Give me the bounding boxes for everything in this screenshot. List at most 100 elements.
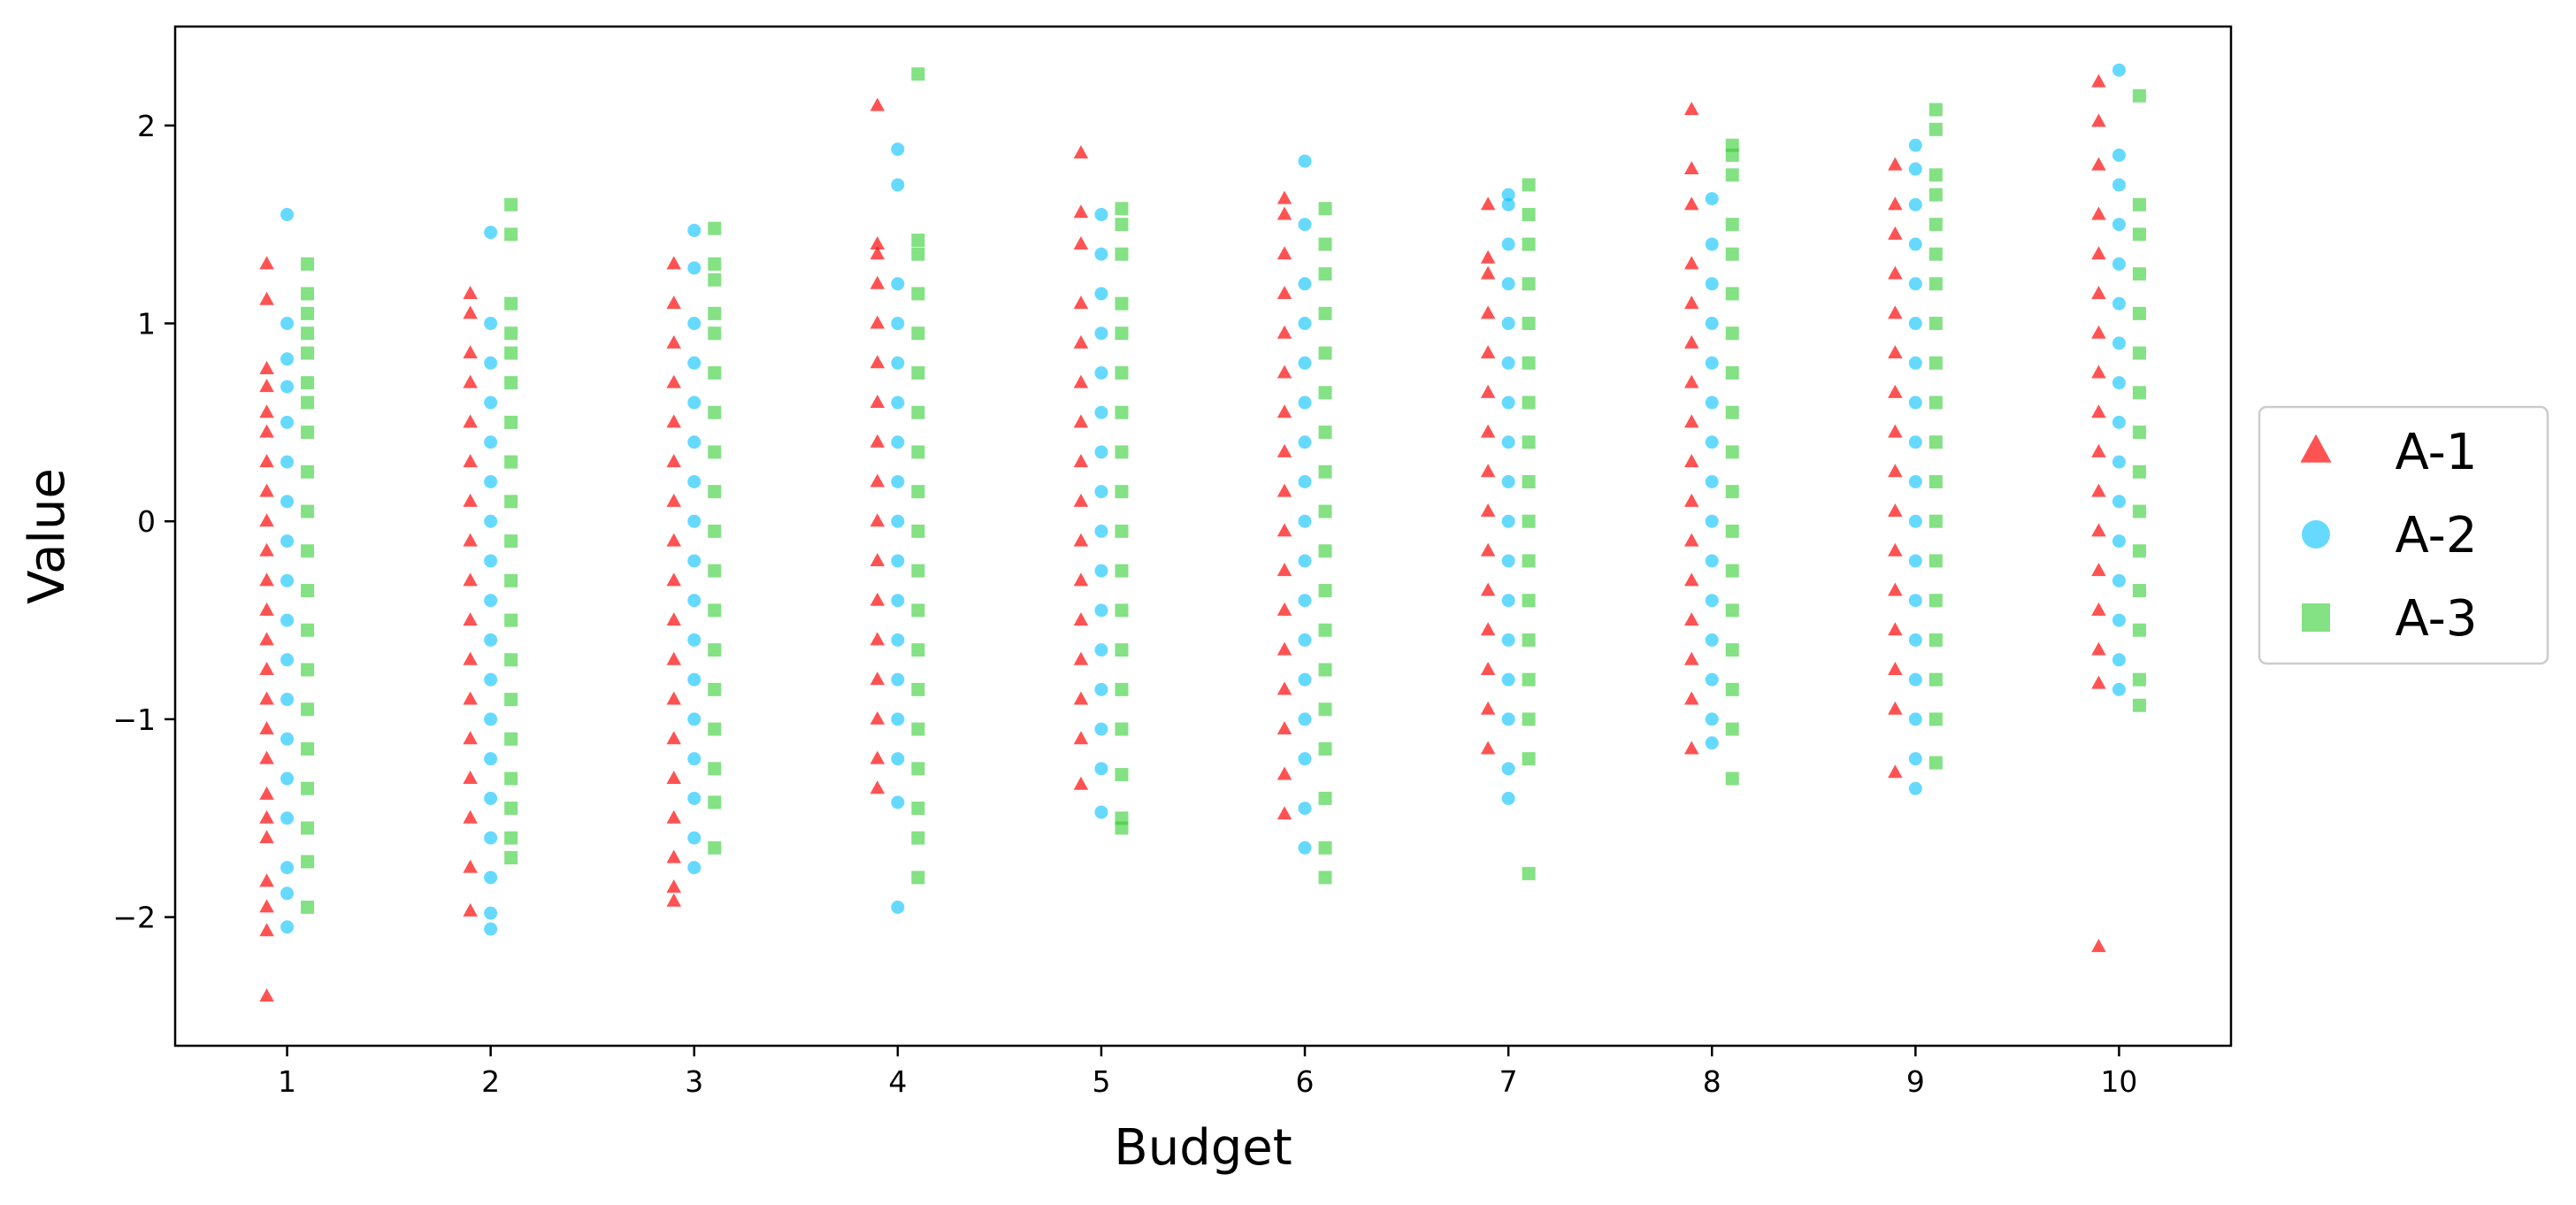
data-point [259,923,274,937]
data-point [1480,542,1496,556]
data-point [1928,356,1943,370]
data-point [891,356,905,370]
data-point [870,710,886,725]
data-point [484,831,498,845]
data-point [1705,192,1719,206]
data-point [1725,771,1739,786]
data-point [1298,277,1312,291]
data-point [1094,524,1108,538]
data-point [1683,572,1699,587]
data-point [1276,285,1292,299]
data-point [1725,247,1739,261]
data-point [1908,752,1922,766]
data-point [484,554,498,568]
x-tick-label: 4 [888,1064,907,1099]
data-point [504,376,518,390]
data-point [484,672,498,687]
data-point [1928,103,1943,117]
data-point [870,473,886,487]
data-point [708,306,722,320]
data-point [1318,386,1332,400]
data-point [891,672,905,687]
data-point [1908,138,1922,152]
data-point [1501,672,1515,687]
data-point [1318,202,1332,216]
data-point [708,840,722,855]
data-point [280,920,295,934]
data-point [911,524,925,538]
data-point [1276,563,1292,577]
data-point [1888,424,1903,438]
data-point [1115,202,1129,216]
data-point [280,352,295,366]
data-point [504,495,518,509]
data-point [301,376,315,390]
data-point [301,395,315,410]
x-tick-label: 7 [1499,1064,1518,1099]
data-point [1501,188,1515,202]
data-point [1073,612,1089,626]
data-point [1094,365,1108,380]
data-point [2112,148,2126,162]
data-point [708,682,722,696]
data-point [911,234,925,248]
data-point [1705,633,1719,647]
data-point [280,861,295,875]
data-point [280,613,295,627]
data-point [2132,346,2146,360]
data-point [301,623,315,637]
data-point [1725,445,1739,459]
data-point [1501,791,1515,805]
data-point [666,493,681,507]
data-point [259,786,274,800]
data-point [2091,483,2106,497]
data-point [911,405,925,419]
data-point [1073,691,1089,705]
data-point [1888,305,1903,319]
data-point [911,643,925,657]
data-point [687,633,702,647]
data-point [1888,226,1903,240]
data-point [463,771,478,785]
legend-label: A-2 [2396,507,2478,564]
data-point [1073,572,1089,587]
data-point [1480,582,1496,596]
data-point [2091,675,2106,689]
data-point [1318,426,1332,440]
data-point [1318,306,1332,320]
data-point [1480,265,1496,280]
data-point [1115,247,1129,261]
data-point [1115,524,1129,538]
data-point [1928,218,1943,232]
data-point [1073,776,1089,790]
data-point [911,67,925,81]
data-point [1705,395,1719,410]
data-point [463,810,478,824]
data-point [911,326,925,341]
data-point [687,317,702,331]
data-point [1725,405,1739,419]
data-point [259,424,274,438]
data-point [1480,424,1496,438]
data-point [1683,741,1699,755]
data-point [1073,204,1089,219]
data-point [1318,840,1332,855]
data-point [708,722,722,736]
data-point [2112,613,2126,627]
data-point [1318,464,1332,479]
data-point [1276,404,1292,418]
data-point [891,712,905,726]
data-point [891,514,905,528]
x-tick-label: 5 [1092,1064,1110,1099]
data-point [1298,712,1312,726]
data-point [1115,811,1129,825]
data-point [484,514,498,528]
data-point [1725,564,1739,578]
data-point [1115,485,1129,499]
legend-label: A-3 [2396,590,2478,648]
data-point [1094,762,1108,776]
series-A-2 [280,63,2126,936]
data-point [1298,672,1312,687]
data-point [666,849,681,863]
